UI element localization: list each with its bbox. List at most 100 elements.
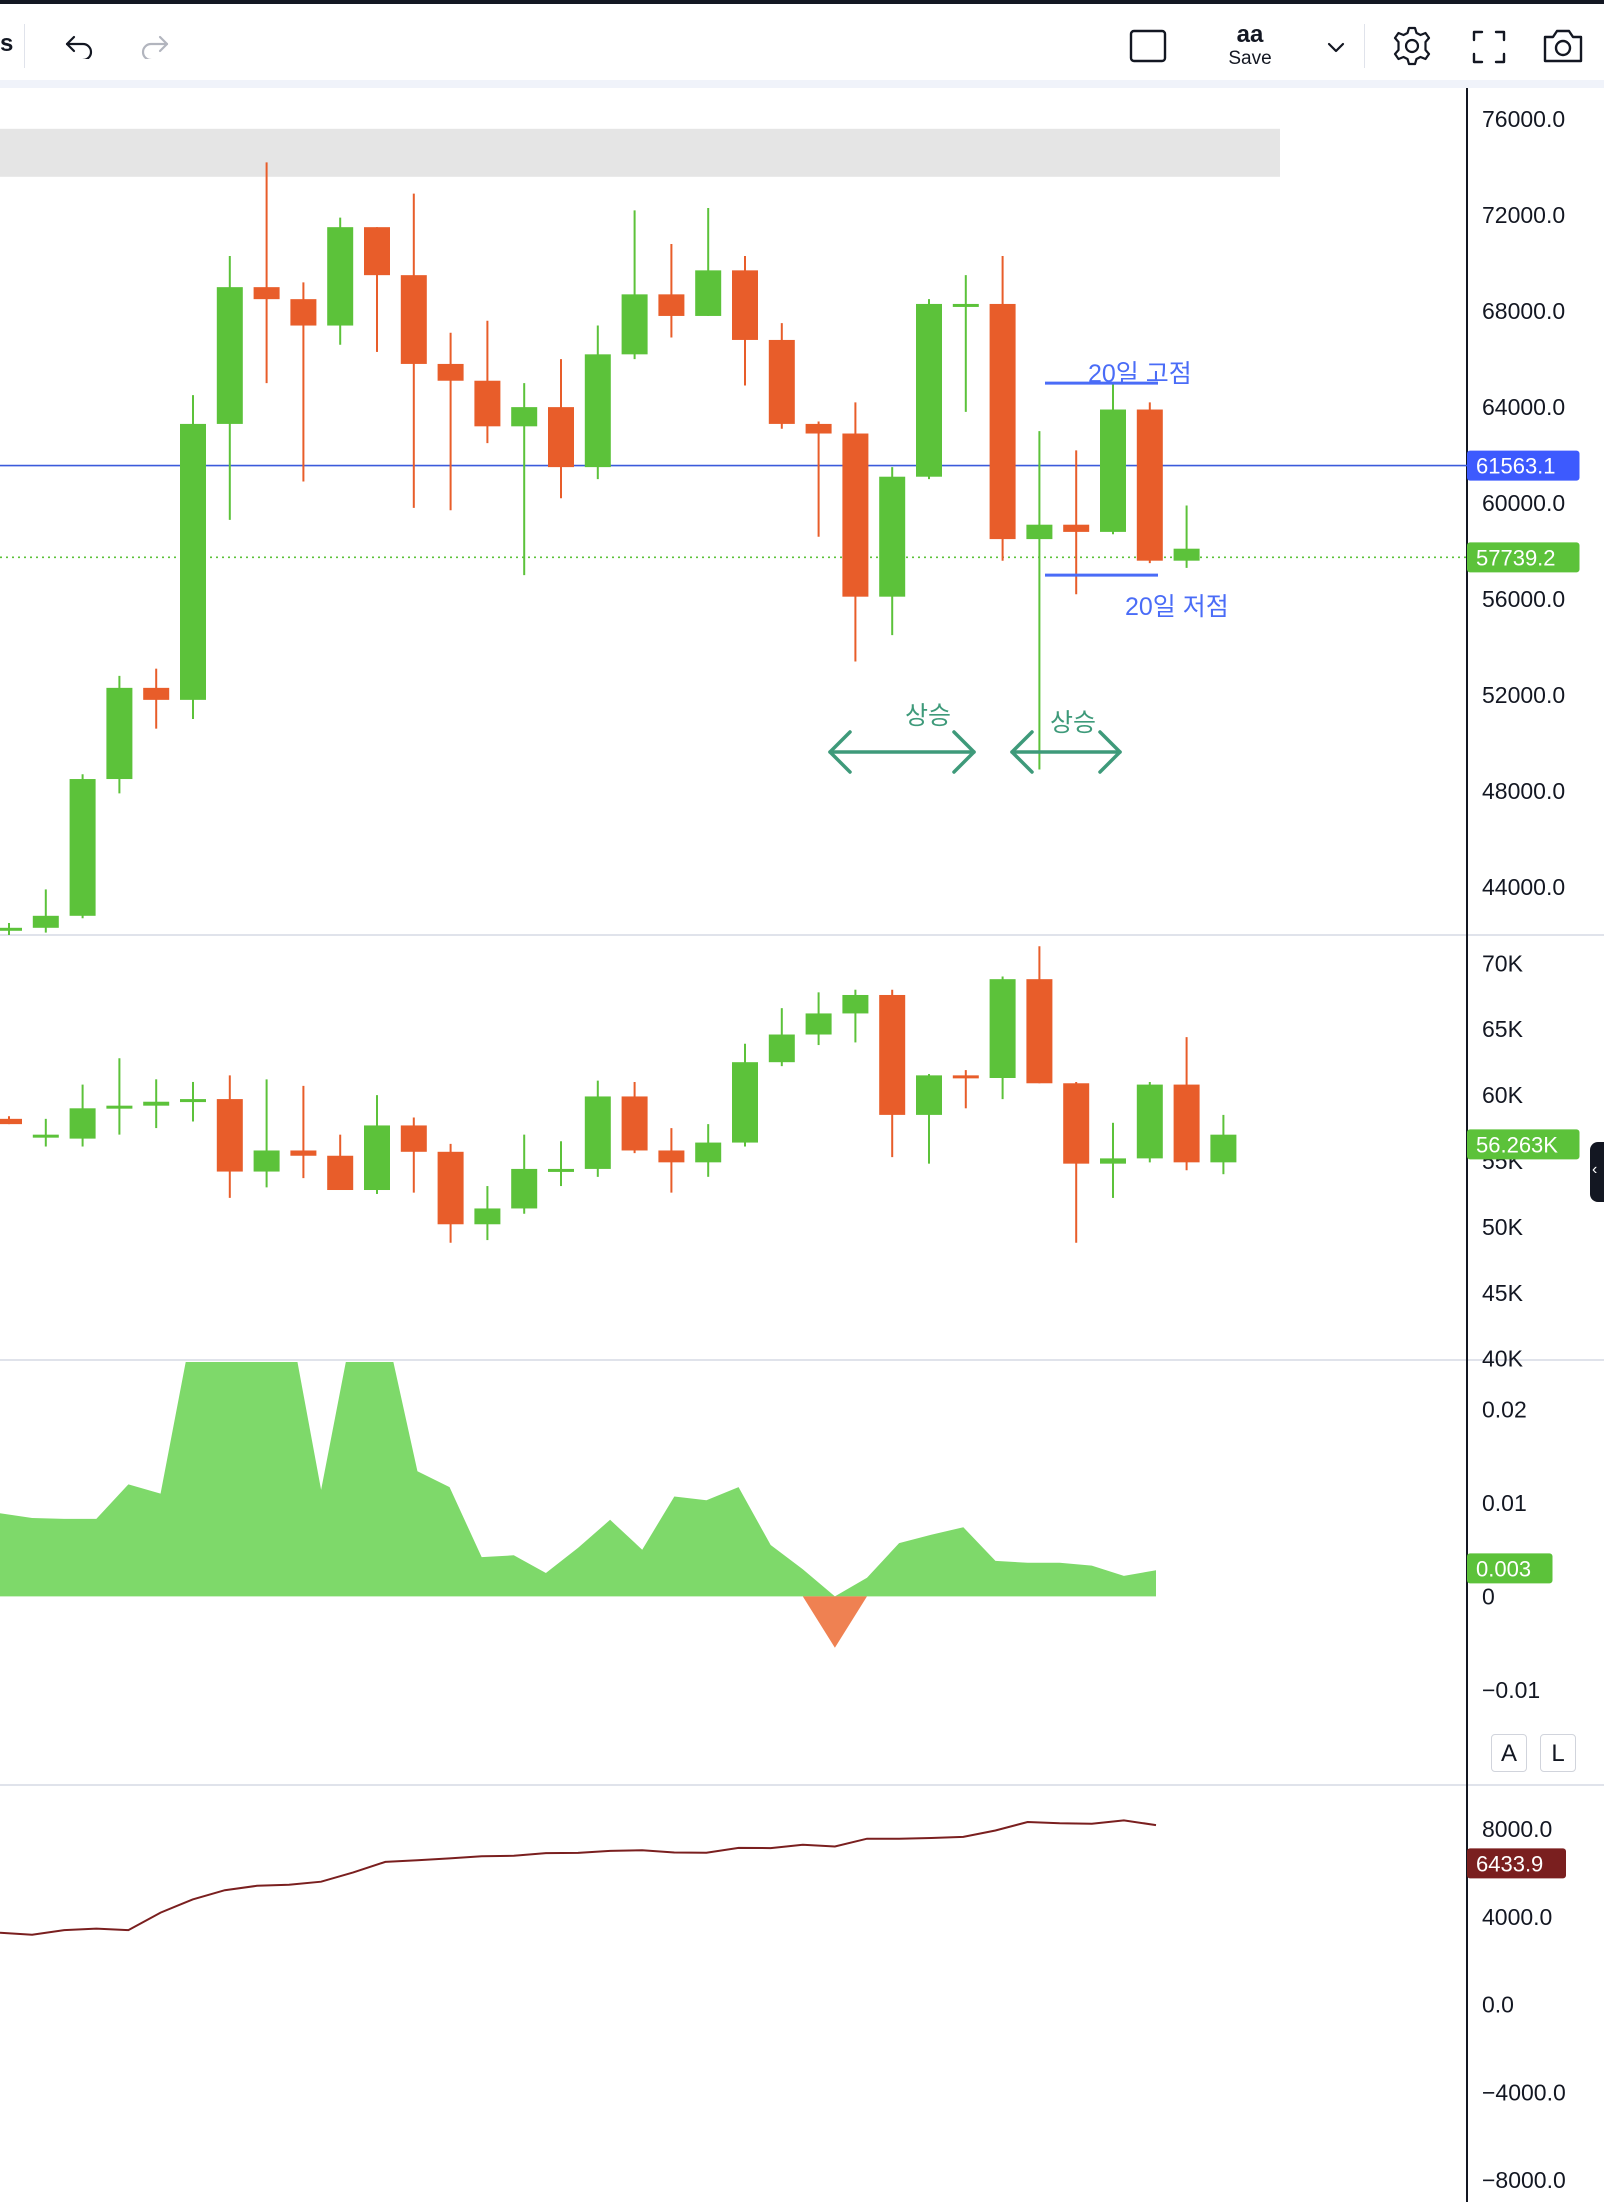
candle-body <box>621 294 648 355</box>
rise-arrow-2 <box>1010 730 1122 774</box>
highlight-band <box>0 128 1280 177</box>
indicator-line-series <box>0 1819 1157 1936</box>
candle-body <box>290 299 317 326</box>
candle-body <box>1026 524 1053 540</box>
layout-square-icon[interactable] <box>1124 24 1172 68</box>
candle-body <box>216 1099 243 1172</box>
candle-body <box>69 779 96 916</box>
collapse-panel-handle[interactable]: ‹ <box>1590 1142 1604 1202</box>
candle-body <box>1173 548 1200 561</box>
candle-body <box>1173 1084 1200 1163</box>
price-axis-tick: 72000.0 <box>1482 202 1565 228</box>
indicator-axis-tick: 65K <box>1482 1016 1524 1042</box>
arrow-head-right <box>1098 730 1122 774</box>
candle-body <box>768 1034 795 1063</box>
candle-body <box>400 1125 427 1152</box>
horizontal-line-label: 61563.1 <box>1476 454 1556 479</box>
candle-body <box>621 1096 648 1151</box>
auto-scale-button[interactable]: A <box>1491 1734 1527 1772</box>
candle-body <box>805 423 832 434</box>
toolbar-separator <box>1364 24 1365 68</box>
last-price-label-bg <box>1467 542 1580 573</box>
candle-body <box>879 476 906 597</box>
oscillator-positive-area <box>0 1362 1156 1597</box>
indicator-axis-tick: 40K <box>1482 1346 1524 1372</box>
candle-body <box>216 287 243 424</box>
price-axis-tick: 68000.0 <box>1482 298 1565 324</box>
price-candles <box>0 162 1200 935</box>
fullscreen-icon[interactable] <box>1466 24 1512 70</box>
oscillator-axis-tick: 0 <box>1482 1583 1495 1609</box>
indicator-last-value-label: 56.263K <box>1476 1132 1558 1157</box>
arrow-head-right <box>952 730 976 774</box>
line-indicator-axis-tick: −4000.0 <box>1482 2079 1566 2105</box>
rise-arrow-1 <box>828 730 976 774</box>
candle-body <box>32 1134 59 1138</box>
candle-body <box>32 915 59 928</box>
horizontal-line-label-bg <box>1467 450 1580 481</box>
candle-body <box>842 994 869 1014</box>
indicator-axis-tick: 45K <box>1482 1280 1524 1306</box>
candle-body <box>1136 409 1163 561</box>
oscillator-last-value-label: 0.003 <box>1476 1556 1531 1581</box>
candle-body <box>768 339 795 424</box>
candle-body <box>474 380 501 427</box>
candle-body <box>916 303 942 477</box>
price-axis-tick: 60000.0 <box>1482 490 1565 516</box>
candle-body <box>511 407 538 427</box>
candle-body <box>0 927 22 931</box>
high-annotation-text: 20일 고점 <box>1088 360 1192 388</box>
oscillator-axis-tick: 0.02 <box>1482 1397 1527 1423</box>
candle-body <box>253 1150 280 1172</box>
last-price-label: 57739.2 <box>1476 545 1556 570</box>
candle-body <box>180 1099 206 1103</box>
candle-body <box>1210 1134 1237 1163</box>
candle-body <box>879 994 906 1115</box>
candle-body <box>474 1208 501 1225</box>
candle-body <box>437 1151 464 1225</box>
price-axis-tick: 56000.0 <box>1482 586 1565 612</box>
candle-body <box>327 227 354 326</box>
toolbar-separator <box>24 24 25 68</box>
gear-icon[interactable] <box>1388 22 1436 70</box>
candle-body <box>364 1125 390 1191</box>
candle-body <box>1136 1084 1163 1159</box>
price-axis-tick: 48000.0 <box>1482 778 1565 804</box>
price-axis-tick: 44000.0 <box>1482 874 1565 900</box>
save-button[interactable]: aa Save <box>1210 22 1290 72</box>
indicator-last-value-label-bg <box>1467 1129 1580 1160</box>
log-scale-button[interactable]: L <box>1540 1734 1576 1772</box>
candle-body <box>106 1105 133 1109</box>
layout-name: aa <box>1236 21 1264 48</box>
candle-body <box>437 363 464 381</box>
candle-body <box>989 979 1016 1078</box>
save-label: Save <box>1228 48 1272 69</box>
candle-body <box>548 1168 574 1172</box>
candle-body <box>695 270 722 316</box>
candle-body <box>143 687 170 700</box>
rise-label-2: 상승 <box>1050 709 1096 737</box>
redo-icon[interactable] <box>132 26 178 66</box>
price-axis-tick: 52000.0 <box>1482 682 1565 708</box>
candle-body <box>69 1108 96 1139</box>
arrow-head-left <box>1010 730 1034 774</box>
candle-body <box>253 287 280 300</box>
candle-body <box>364 227 390 276</box>
chevron-down-icon[interactable] <box>1318 30 1354 64</box>
line-indicator-axis-tick: 4000.0 <box>1482 1904 1552 1930</box>
camera-icon[interactable] <box>1538 22 1588 70</box>
candle-body <box>548 407 574 468</box>
price-axis-tick: 76000.0 <box>1482 106 1565 132</box>
candle-body <box>400 275 427 364</box>
candle-body <box>1026 979 1053 1084</box>
undo-icon[interactable] <box>56 26 102 66</box>
oscillator-axis-tick: −0.01 <box>1482 1677 1540 1703</box>
low-annotation-text: 20일 저점 <box>1125 593 1229 621</box>
chevron-left-icon: ‹ <box>1592 1161 1598 1178</box>
line-indicator-axis-tick: 0.0 <box>1482 1992 1514 2018</box>
symbol-name-fragment[interactable]: s <box>0 30 14 57</box>
candle-body <box>1100 409 1126 532</box>
top-toolbar: s aa Save <box>0 0 1604 84</box>
candle-body <box>658 294 685 316</box>
